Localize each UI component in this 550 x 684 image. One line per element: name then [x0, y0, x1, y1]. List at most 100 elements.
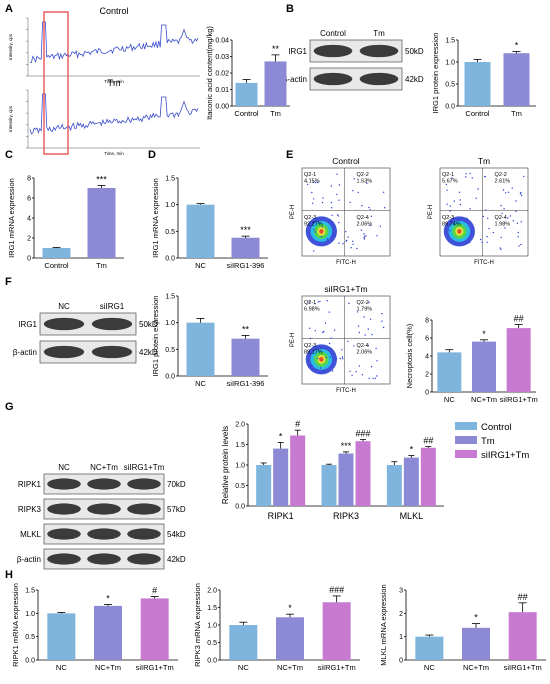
flow-event — [449, 205, 452, 207]
flow-event — [466, 217, 468, 220]
flow-event — [368, 206, 370, 209]
flow-event — [366, 182, 368, 184]
flow-event — [358, 331, 360, 334]
y-tick-label: 1.0 — [165, 202, 175, 209]
significance-mark: *** — [96, 175, 107, 185]
flow-x-label: FITC-H — [336, 260, 356, 266]
flow-event — [383, 207, 386, 209]
lane-label: NC+Tm — [90, 463, 118, 472]
y-tick-label: 1.0 — [25, 611, 35, 618]
flow-title: Control — [332, 156, 360, 166]
blot-band — [127, 503, 161, 515]
quadrant-label: 1.79% — [357, 307, 373, 313]
significance-mark: ## — [514, 314, 524, 324]
flow-event — [312, 181, 314, 183]
flow-event — [488, 227, 490, 230]
blot-row-label: RIPK1 — [18, 480, 42, 489]
flow-event — [370, 215, 373, 217]
ms-title: Control — [99, 6, 128, 16]
x-tick-label: Tm — [96, 261, 107, 270]
flow-event — [338, 199, 340, 201]
flow-event — [482, 215, 485, 218]
flow-event — [465, 173, 467, 175]
flow-event — [336, 214, 339, 216]
blot-band — [47, 553, 81, 565]
blot-band — [91, 317, 133, 331]
x-tick-label: NC — [424, 663, 435, 672]
flow-event — [349, 201, 351, 204]
flow-event — [374, 377, 377, 379]
flow-event — [367, 328, 369, 330]
flow-y-label: PE-H — [290, 333, 296, 347]
flow-event — [465, 176, 467, 178]
flow-event — [321, 201, 324, 204]
y-tick-label: 0.5 — [235, 483, 245, 490]
x-tick-label: NC — [238, 663, 249, 672]
flow-event — [376, 235, 378, 237]
y-tick-label: 6 — [425, 336, 429, 343]
x-tick-label: NC — [444, 395, 455, 404]
flow-event — [350, 247, 352, 249]
flow-event — [311, 191, 313, 194]
y-axis-label: IRG1 mRNA expression — [7, 178, 16, 258]
flow-event — [492, 231, 494, 234]
flow-event — [453, 223, 455, 225]
significance-mark: ### — [329, 585, 344, 595]
y-tick-label: 2.0 — [207, 588, 217, 595]
panel-label-f: F — [5, 276, 12, 288]
x-tick-label: NC+Tm — [463, 663, 489, 672]
flow-event — [313, 221, 315, 223]
significance-mark: ## — [423, 436, 433, 446]
flow-event — [499, 247, 501, 249]
flow-event — [459, 218, 461, 220]
quadrant-label: Q2-4 — [357, 215, 369, 221]
significance-mark: * — [515, 40, 519, 50]
flow-event — [330, 353, 333, 356]
flow-event — [309, 365, 312, 368]
quadrant-label: Q2-1 — [442, 172, 454, 178]
y-tick-label: 1 — [399, 634, 403, 641]
flow-event — [345, 231, 347, 233]
blot-band — [313, 44, 353, 58]
quadrant-label: 89.74% — [442, 222, 461, 228]
y-axis-label: RIPK3 mRNA expression — [193, 583, 202, 667]
flow-event — [338, 221, 340, 224]
y-tick-label: 1.5 — [235, 442, 245, 449]
flow-event — [308, 327, 311, 329]
flow-event — [363, 237, 365, 239]
flow-event — [363, 238, 366, 240]
bar — [415, 636, 444, 660]
y-axis-label: Relative protein levels — [221, 426, 230, 504]
flow-event — [446, 189, 448, 191]
flow-event — [519, 193, 522, 195]
ms-title: Tm — [108, 78, 121, 88]
x-tick-label: Control — [234, 109, 259, 118]
quadrant-label: 2.06% — [357, 222, 373, 228]
significance-mark: *** — [240, 225, 251, 235]
chart-h2: 0.0 0.5 1.0 1.5 2.0 RIPK3 mRNA expression NC * N… — [193, 583, 360, 672]
bar — [472, 341, 496, 392]
flow-event — [352, 190, 354, 192]
bar — [338, 453, 354, 506]
chart-f: 0 2 4 6 8 Necroptosis cell(%) NC * NC+Tm ## siIRG1… — [405, 314, 538, 405]
flow-event — [336, 193, 338, 196]
ms-trace — [30, 21, 199, 64]
flow-x-label: FITC-H — [474, 260, 494, 266]
flow-event — [468, 241, 471, 244]
flow-title: siIRG1+Tm — [324, 284, 367, 294]
bar — [231, 338, 260, 376]
flow-event — [327, 220, 330, 223]
y-tick-label: 1.5 — [165, 176, 175, 183]
flow-event — [500, 248, 502, 251]
chart-g: 0.0 0.5 1.0 1.5 2.0 Relative protein levels * #… — [221, 419, 529, 521]
significance-mark: * — [279, 431, 283, 441]
quadrant-label: 4.15% — [304, 179, 320, 185]
flow-event — [345, 240, 347, 242]
quadrant-label: Q2-1 — [304, 300, 316, 306]
flow-event — [361, 204, 363, 207]
chart-b: 0.0 0.5 1.0 1.5 IRG1 protein expression Contr… — [431, 33, 536, 118]
flow-event — [486, 235, 488, 238]
chart-h1: 0.0 0.5 1.0 1.5 RIPK1 mRNA expression NC * NC+T… — [11, 583, 178, 672]
